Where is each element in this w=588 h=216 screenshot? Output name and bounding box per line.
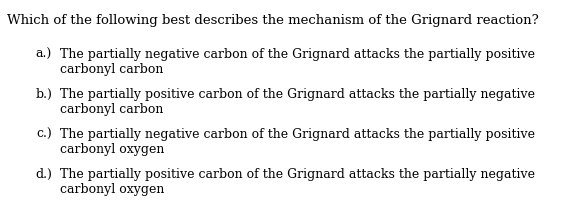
Text: a.): a.) bbox=[36, 48, 52, 61]
Text: b.): b.) bbox=[35, 88, 52, 101]
Text: carbonyl oxygen: carbonyl oxygen bbox=[60, 183, 165, 196]
Text: The partially positive carbon of the Grignard attacks the partially negative: The partially positive carbon of the Gri… bbox=[60, 168, 535, 181]
Text: carbonyl carbon: carbonyl carbon bbox=[60, 63, 163, 76]
Text: d.): d.) bbox=[35, 168, 52, 181]
Text: Which of the following best describes the mechanism of the Grignard reaction?: Which of the following best describes th… bbox=[7, 14, 539, 27]
Text: The partially negative carbon of the Grignard attacks the partially positive: The partially negative carbon of the Gri… bbox=[60, 128, 535, 141]
Text: The partially negative carbon of the Grignard attacks the partially positive: The partially negative carbon of the Gri… bbox=[60, 48, 535, 61]
Text: carbonyl carbon: carbonyl carbon bbox=[60, 103, 163, 116]
Text: The partially positive carbon of the Grignard attacks the partially negative: The partially positive carbon of the Gri… bbox=[60, 88, 535, 101]
Text: c.): c.) bbox=[36, 128, 52, 141]
Text: carbonyl oxygen: carbonyl oxygen bbox=[60, 143, 165, 156]
